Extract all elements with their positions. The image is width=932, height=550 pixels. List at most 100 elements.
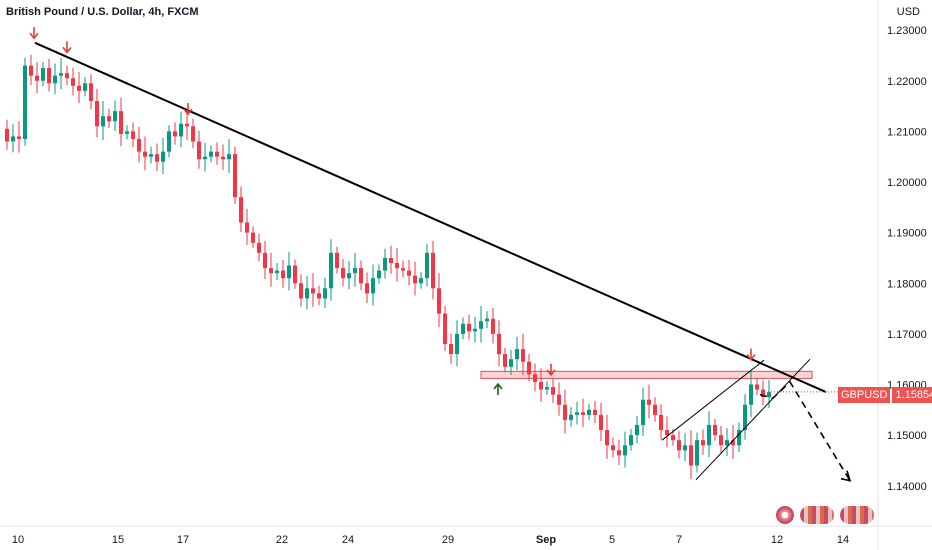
event-flags-group-icon[interactable]	[840, 506, 874, 524]
economic-events[interactable]	[776, 506, 874, 526]
candle-body	[425, 252, 429, 279]
candle-body	[407, 270, 411, 276]
candle-body	[725, 440, 729, 446]
candle-body	[461, 323, 465, 334]
x-tick-label: 17	[177, 534, 189, 546]
candle-body	[383, 257, 387, 271]
candle-body	[581, 412, 585, 415]
candle-body	[191, 126, 195, 142]
candle-body	[167, 131, 171, 152]
candle-body	[527, 361, 531, 375]
candle-body	[593, 409, 597, 415]
candle-body	[689, 445, 693, 466]
candle-body	[521, 349, 525, 362]
candle-body	[179, 123, 183, 137]
candle-body	[89, 83, 93, 101]
candle-body	[371, 278, 375, 294]
candle-body	[377, 270, 381, 279]
candle-body	[569, 414, 573, 420]
candle-body	[533, 374, 537, 382]
candle-body	[197, 141, 201, 160]
candle-body	[599, 414, 603, 431]
candle-body	[389, 257, 393, 263]
candle-body	[707, 425, 711, 446]
candle-body	[227, 154, 231, 160]
candle-body	[65, 73, 69, 79]
descending-trendline	[34, 41, 827, 394]
candle-body	[119, 111, 123, 134]
event-flags-group-icon[interactable]	[800, 506, 834, 524]
candle-body	[479, 321, 483, 329]
candle-body	[605, 430, 609, 446]
candle-body	[503, 354, 507, 367]
candle-body	[347, 273, 351, 279]
y-tick-label: 1.14000	[887, 481, 927, 493]
down-arrow-marker-head	[746, 354, 756, 361]
candle-body	[353, 268, 357, 274]
candle-body	[443, 313, 447, 344]
x-tick-label: 12	[771, 534, 783, 546]
candle-body	[317, 293, 321, 299]
candle-body	[29, 65, 33, 76]
up-arrow-marker-head	[493, 382, 503, 390]
candle-body	[341, 268, 345, 279]
candle-body	[431, 252, 435, 289]
candle-body	[107, 116, 111, 122]
candle-body	[563, 404, 567, 420]
candle-body	[245, 222, 249, 233]
candle-body	[125, 131, 129, 134]
candle-body	[293, 265, 297, 284]
y-tick-label: 1.15000	[887, 430, 927, 442]
candle-body	[59, 73, 63, 76]
candle-body	[755, 384, 759, 390]
candle-body	[647, 399, 651, 405]
candle-body	[329, 252, 333, 289]
candle-body	[101, 116, 105, 127]
candle-body	[113, 111, 117, 122]
candle-body	[53, 75, 57, 84]
down-arrow-marker-head	[183, 108, 193, 116]
candle-body	[287, 265, 291, 279]
candle-body	[485, 318, 489, 322]
event-flag-icon[interactable]	[776, 506, 794, 524]
candle-body	[587, 409, 591, 415]
candle-body	[617, 450, 621, 456]
candle-body	[311, 288, 315, 294]
down-arrow-marker-head	[546, 369, 556, 377]
candle-body	[35, 75, 39, 81]
candle-body	[149, 154, 153, 157]
x-tick-label: 22	[276, 534, 288, 546]
x-tick-label: Sep	[536, 534, 556, 546]
x-tick-label: 7	[676, 534, 682, 546]
candle-body	[23, 65, 27, 139]
candle-body	[203, 156, 207, 160]
candle-body	[95, 101, 99, 127]
candle-body	[623, 445, 627, 456]
currency-label: USD	[896, 6, 920, 18]
x-tick-label: 14	[837, 534, 849, 546]
projection-arrow-head	[840, 470, 852, 482]
candle-body	[473, 328, 477, 332]
candle-body	[71, 78, 75, 86]
candle-body	[155, 154, 159, 162]
candle-body	[305, 288, 309, 299]
candle-body	[665, 430, 669, 436]
candle-body	[629, 435, 633, 446]
candle-body	[299, 283, 303, 299]
candle-body	[215, 151, 219, 157]
candle-body	[509, 359, 513, 367]
y-tick-label: 1.20000	[887, 177, 927, 189]
candle-body	[671, 435, 675, 441]
candle-body	[419, 278, 423, 284]
y-tick-label: 1.19000	[887, 228, 927, 240]
candle-body	[737, 430, 741, 446]
candle-body	[11, 136, 15, 142]
candle-body	[47, 68, 51, 84]
candle-body	[257, 242, 261, 253]
candle-body	[545, 387, 549, 390]
candle-body	[17, 136, 21, 139]
x-tick-label: 5	[609, 534, 615, 546]
candle-body	[491, 318, 495, 334]
candle-body	[749, 384, 753, 405]
